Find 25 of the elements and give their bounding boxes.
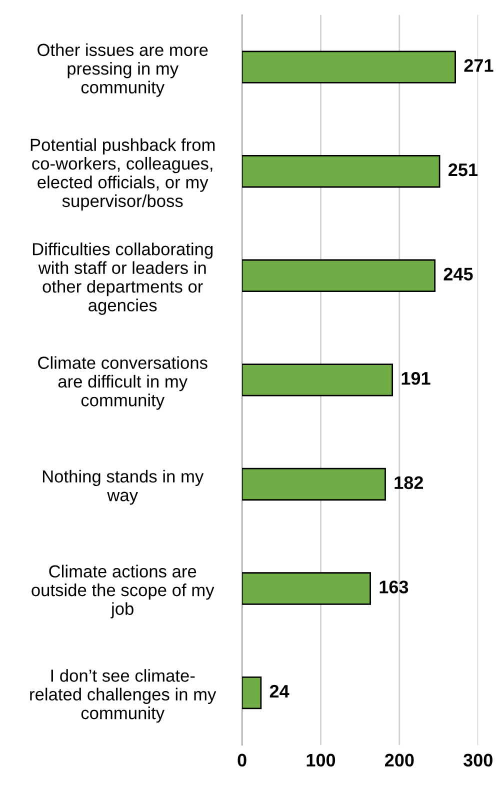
x-tick-label: 200	[384, 754, 414, 767]
bar	[242, 50, 456, 84]
x-tick-label: 0	[238, 754, 246, 767]
x-tick-label: 100	[306, 754, 336, 767]
data-label: 24	[270, 684, 290, 698]
data-label: 251	[448, 163, 478, 176]
data-label: 271	[464, 59, 494, 72]
data-label: 245	[444, 268, 473, 280]
bar	[242, 572, 371, 605]
y-tick-label: Potential pushback from co-workers, colleagues, elected officials, or my supervisor/boss	[30, 138, 215, 211]
y-tick-label: Climate actions are outside the scope of my job	[32, 564, 214, 618]
y-tick-label: Difficulties collaborating with staff or leaders in other departments or agencies	[32, 242, 213, 315]
y-tick-label: I don’t see climate- related challenges in my community	[30, 669, 216, 723]
y-tick-label: Other issues are more pressing in my community	[38, 43, 208, 97]
data-label: 182	[394, 476, 423, 490]
data-label: 191	[402, 372, 430, 385]
bar	[242, 676, 262, 710]
data-label: 163	[380, 580, 408, 594]
bar	[242, 155, 440, 188]
bar	[242, 364, 394, 396]
y-tick-label: Climate conversations are difficult in my community	[38, 356, 208, 410]
bar	[242, 259, 436, 292]
x-tick-label: 300	[463, 754, 492, 767]
bar	[242, 468, 386, 501]
y-tick-label: Nothing stands in my way	[42, 470, 204, 505]
